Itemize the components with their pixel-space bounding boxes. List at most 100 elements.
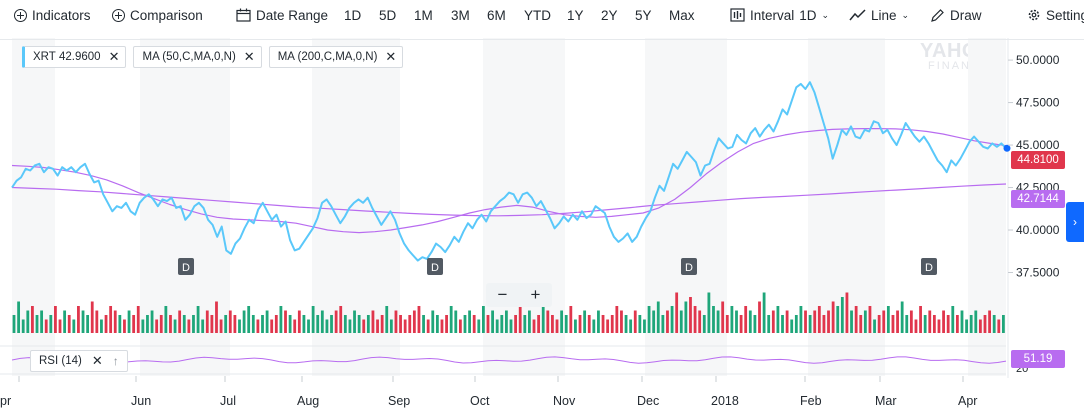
volume-bar [781, 315, 784, 333]
range-5y[interactable]: 5Y [635, 7, 652, 23]
volume-bar [109, 306, 113, 333]
range-5d[interactable]: 5D [379, 7, 397, 23]
volume-bar [233, 315, 237, 333]
x-tick-label: Jul [220, 394, 236, 408]
volume-bar [173, 319, 177, 333]
volume-bar [284, 310, 287, 333]
dividend-marker-label: D [431, 262, 439, 274]
volume-bar [716, 310, 720, 333]
rsi-legend-chip[interactable]: RSI (14) ✕ ↑ [30, 350, 128, 372]
range-max[interactable]: Max [669, 7, 695, 23]
volume-bar [279, 306, 283, 333]
volume-bar [633, 310, 637, 333]
pencil-icon [931, 8, 944, 22]
volume-bar [523, 315, 527, 333]
volume-bar [422, 315, 425, 333]
zoom-out-button[interactable]: − [497, 285, 508, 304]
month-band [968, 38, 1006, 376]
volume-bar [873, 319, 876, 333]
volume-bar [647, 306, 651, 333]
volume-bar [426, 319, 430, 333]
volume-bar [412, 310, 416, 333]
volume-bar [863, 310, 867, 333]
dividend-marker: D [921, 258, 937, 275]
volume-bar [445, 315, 448, 333]
volume-bar [104, 315, 108, 333]
close-icon[interactable]: ✕ [91, 353, 103, 368]
arrow-up-icon[interactable]: ↑ [112, 354, 119, 368]
y-tick-label: 47.5000 [1016, 96, 1060, 110]
line-chart-icon [849, 9, 866, 21]
add-circle-icon [14, 8, 27, 22]
indicators-button[interactable]: Indicators [14, 8, 91, 23]
range-ytd[interactable]: YTD [524, 7, 551, 23]
volume-bar [118, 315, 122, 333]
expand-panel-button[interactable]: › [1066, 202, 1084, 242]
close-icon[interactable]: ✕ [243, 49, 255, 64]
date-range-button[interactable]: Date Range [236, 8, 328, 23]
volume-bar [541, 306, 545, 333]
chart-type-button[interactable]: Line ⌄ [849, 8, 909, 23]
volume-bar [26, 310, 30, 333]
volume-bar [320, 310, 324, 333]
legend-chip-ma200[interactable]: MA (200,C,MA,0,N) ✕ [268, 46, 404, 68]
comparison-button[interactable]: Comparison [112, 8, 203, 23]
volume-bar [67, 315, 71, 333]
range-1m[interactable]: 1M [414, 7, 433, 23]
interval-button[interactable]: Interval 1D ⌄ [730, 8, 829, 23]
volume-bar [449, 306, 453, 333]
volume-bar [909, 310, 913, 333]
zoom-control: − + [486, 283, 552, 307]
x-tick-label: Mar [875, 394, 897, 408]
volume-bar [72, 319, 76, 333]
volume-bar [955, 315, 959, 333]
ma-price-tag: 42.7144 [1011, 190, 1065, 208]
volume-bar [518, 306, 522, 333]
close-icon[interactable]: ✕ [108, 49, 120, 64]
volume-bar [992, 315, 996, 333]
volume-bar [58, 319, 62, 333]
price-chart[interactable]: 50.000047.500045.000042.500040.000037.50… [0, 38, 1084, 413]
volume-bar [86, 315, 90, 333]
dividend-marker-box [681, 258, 697, 275]
volume-bar [537, 315, 541, 333]
volume-bar [440, 319, 444, 333]
legend-chip-ma50[interactable]: MA (50,C,MA,0,N) ✕ [133, 46, 262, 68]
volume-bar [868, 306, 872, 333]
volume-bar [256, 319, 260, 333]
volume-bar [739, 315, 743, 333]
volume-bar [77, 306, 80, 333]
legend-chip-xrt[interactable]: XRT 42.9600 ✕ [22, 46, 127, 68]
range-3m[interactable]: 3M [451, 7, 470, 23]
x-tick-label: Jun [131, 394, 151, 408]
volume-bar [794, 315, 798, 333]
volume-bar [247, 306, 251, 333]
volume-bar [302, 315, 306, 333]
volume-bar [891, 315, 895, 333]
x-tick-label: pr [0, 394, 11, 408]
x-tick-label: 2018 [711, 394, 739, 408]
volume-bar [270, 319, 274, 333]
volume-bar [458, 319, 462, 333]
range-1d[interactable]: 1D [344, 7, 362, 23]
volume-bar [946, 315, 950, 333]
dividend-marker: D [681, 258, 697, 275]
x-tick-label: Aug [297, 394, 319, 408]
range-6m[interactable]: 6M [487, 7, 506, 23]
volume-bar [362, 319, 366, 333]
close-icon[interactable]: ✕ [385, 49, 397, 64]
volume-bar [978, 319, 982, 333]
volume-bar [721, 301, 725, 333]
range-1y[interactable]: 1Y [567, 7, 584, 23]
volume-bar [624, 315, 628, 333]
volume-bar [357, 315, 361, 333]
volume-bar [514, 315, 518, 333]
zoom-in-button[interactable]: + [530, 285, 541, 304]
settings-button[interactable]: Settings [1027, 8, 1084, 23]
range-2y[interactable]: 2Y [601, 7, 618, 23]
volume-bar [224, 315, 228, 333]
volume-bar [325, 319, 329, 333]
draw-button[interactable]: Draw [930, 8, 982, 23]
y-tick-label: 45.0000 [1016, 138, 1060, 152]
volume-bar [307, 319, 310, 333]
